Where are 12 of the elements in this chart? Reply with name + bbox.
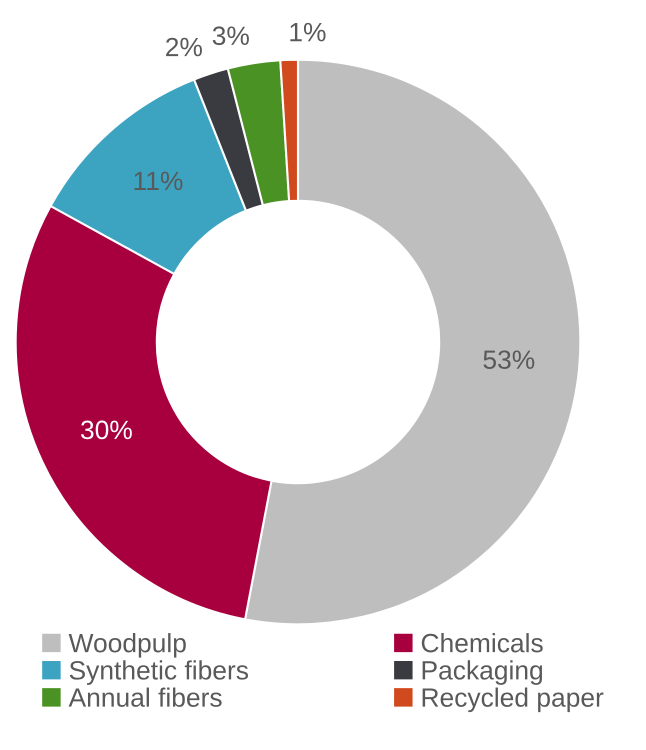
legend-label: Recycled paper [422,688,604,712]
legend-label: Annual fibers [68,688,222,707]
data-label: 2% [166,38,202,56]
legend-label: Packaging [422,660,542,685]
data-label: 53% [483,350,534,370]
data-label: 3% [212,26,249,46]
legend-label: Synthetic fibers [70,660,248,685]
data-label: 11% [134,172,182,190]
data-label: 1% [290,22,326,42]
data-label: 30% [80,420,132,440]
legend-label: Woodpulp [68,633,186,658]
legend-label: Chemicals [422,633,543,652]
